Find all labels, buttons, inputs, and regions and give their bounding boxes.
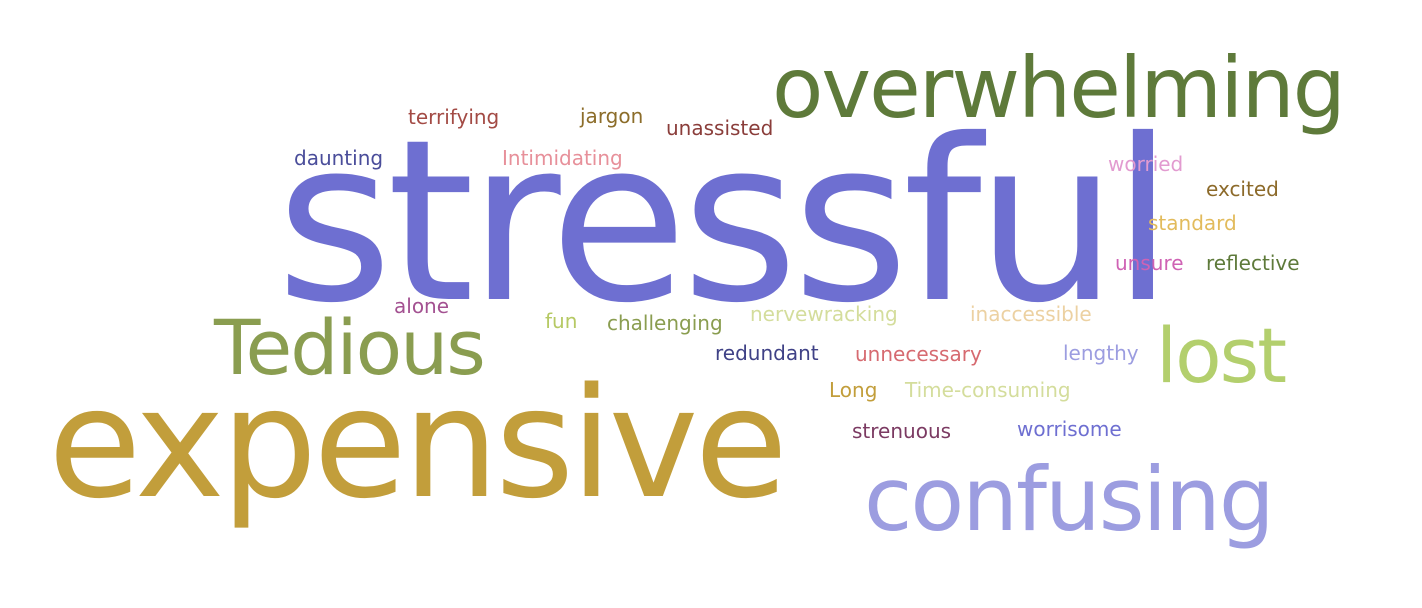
word-confusing: confusing <box>864 448 1275 551</box>
word-stressful: stressful <box>276 91 1174 352</box>
word-expensive: expensive <box>48 355 788 532</box>
word-inaccessible: inaccessible <box>970 302 1092 326</box>
word-fun: fun <box>545 309 578 333</box>
word-worried: worried <box>1108 152 1184 176</box>
word-terrifying: terrifying <box>408 105 500 129</box>
word-alone: alone <box>394 294 450 318</box>
word-standard: standard <box>1148 211 1237 235</box>
word-lengthy: lengthy <box>1063 341 1139 365</box>
word-overwhelming: overwhelming <box>772 39 1346 137</box>
word-time-consuming: Time-consuming <box>905 378 1071 402</box>
word-intimidating: Intimidating <box>502 146 623 170</box>
word-unassisted: unassisted <box>666 116 774 140</box>
word-jargon: jargon <box>580 104 644 128</box>
word-tedious: Tedious <box>214 303 486 392</box>
word-unsure: unsure <box>1115 251 1184 275</box>
word-excited: excited <box>1206 177 1279 201</box>
word-challenging: challenging <box>607 311 723 335</box>
word-redundant: redundant <box>715 341 819 365</box>
word-lost: lost <box>1156 311 1287 400</box>
word-worrisome: worrisome <box>1017 417 1122 441</box>
word-nervewracking: nervewracking <box>750 302 898 326</box>
word-strenuous: strenuous <box>852 419 952 443</box>
word-reflective: reflective <box>1206 251 1300 275</box>
word-daunting: daunting <box>294 146 384 170</box>
word-long: Long <box>829 378 878 402</box>
word-unnecessary: unnecessary <box>855 342 982 366</box>
